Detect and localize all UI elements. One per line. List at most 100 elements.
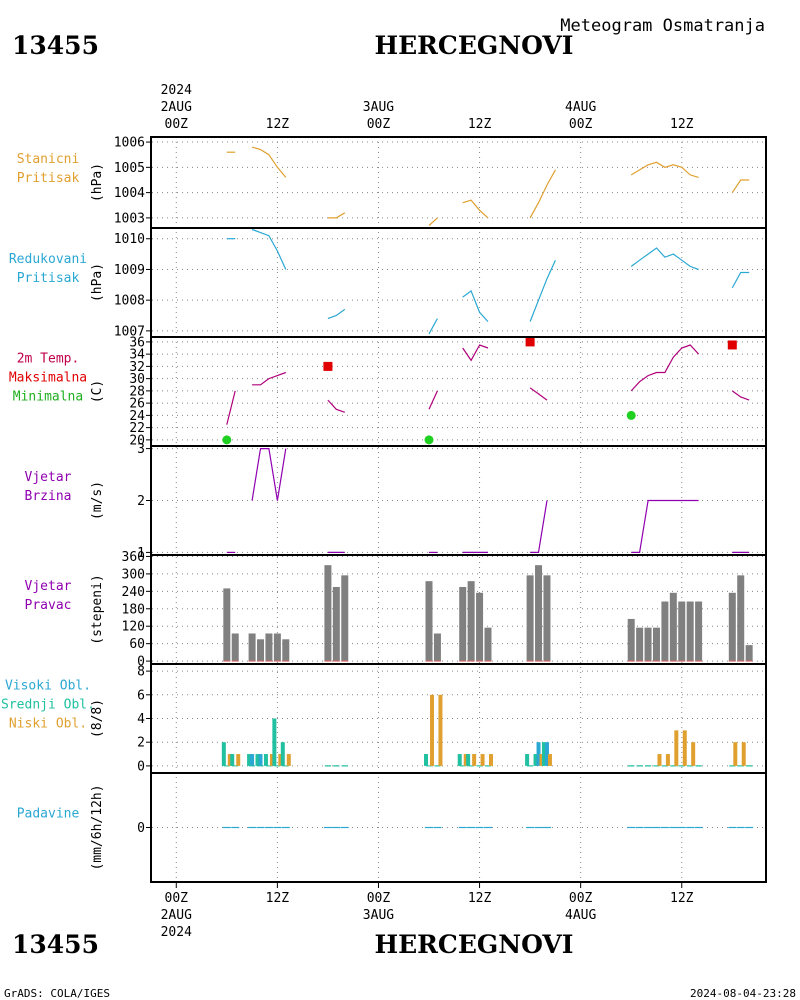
top-date-label: 3AUG [363, 100, 394, 115]
wind-direction-bar [543, 575, 551, 662]
vjetar_pravac-ytick-label: 360 [122, 550, 145, 565]
wind-direction-bar [433, 633, 441, 662]
top-date-label: 4AUG [565, 100, 596, 115]
wind-direction-bar [695, 601, 703, 662]
stanicni-label: Stanicni [17, 152, 80, 167]
cloud-visoki-bar [250, 754, 255, 766]
bottom-hour-label: 00Z [569, 891, 593, 906]
redukovani-series-segment [630, 247, 699, 271]
oblaci-ytick-label: 6 [137, 688, 145, 703]
wind-direction-bar [669, 592, 677, 662]
stanicni-series-segment [630, 161, 699, 178]
temperatura-label: Minimalna [13, 390, 83, 405]
vjetar_pravac-label: Vjetar [25, 579, 72, 594]
cloud-visoki-bar [258, 754, 263, 766]
top-hour-label: 12Z [670, 117, 694, 132]
bottom-hour-label: 12Z [670, 891, 694, 906]
min-temp-marker [424, 435, 434, 445]
vjetar_brzina-series-segment [631, 499, 699, 554]
station-id-top: 13455 [12, 31, 99, 60]
redukovani-series-segment [251, 228, 287, 270]
stanicni-ylabel: (hPa) [90, 163, 105, 202]
vjetar_pravac-ytick-label: 240 [122, 585, 145, 600]
vjetar_brzina-series-segment [251, 448, 287, 501]
wind-direction-bar [324, 565, 332, 662]
wind-direction-bar [231, 633, 239, 662]
redukovani-ytick-label: 1008 [114, 294, 145, 309]
wind-direction-bar [459, 586, 467, 662]
vjetar_pravac-ytick-label: 0 [137, 655, 145, 670]
temperatura-series-segment [226, 390, 236, 425]
stanicni-series-segment [428, 217, 438, 226]
oblaci-label: Niski Obl. [9, 717, 87, 732]
cloud-srednji-bar [533, 754, 538, 766]
stanicni-series-segment [529, 169, 556, 219]
max-temp-marker [323, 361, 333, 371]
cloud-niski-bar [674, 730, 679, 766]
wind-direction-bar [737, 575, 745, 662]
temperatura-ytick-label: 36 [129, 335, 145, 350]
cloud-srednji-bar [247, 754, 252, 766]
redukovani-label: Pritisak [17, 271, 80, 286]
stanicni-series-segment [327, 212, 346, 219]
top-date-label: 2AUG [161, 100, 192, 115]
top-hour-label: 00Z [569, 117, 593, 132]
cloud-niski-bar [665, 754, 670, 766]
redukovani-ytick-label: 1009 [114, 263, 145, 278]
stanicni-series-segment [251, 146, 287, 178]
grid-layer [152, 137, 765, 882]
temperatura-label: 2m Temp. [17, 352, 80, 367]
cloud-srednji-bar [466, 754, 471, 766]
station-name-top: HERCEGNOVI [374, 31, 573, 60]
cloud-srednji-bar [221, 742, 226, 766]
temperatura-series-segment [428, 390, 438, 410]
cloud-srednji-bar [255, 754, 260, 766]
temperatura-ytick-label: 26 [129, 397, 145, 412]
bottom-hour-label: 00Z [165, 891, 189, 906]
temperatura-series-segment [327, 399, 345, 413]
temperatura-ytick-label: 22 [129, 421, 145, 436]
wind-direction-bar [686, 601, 694, 662]
vjetar_pravac-ylabel: (stepeni) [90, 574, 105, 644]
wind-direction-bar [282, 639, 290, 662]
temperatura-ytick-label: 20 [129, 433, 145, 448]
cloud-niski-bar [547, 754, 552, 766]
bottom-date-label: 3AUG [363, 908, 394, 923]
wind-direction-bar [332, 586, 340, 662]
timestamp: 2024-08-04-23:28 [690, 987, 796, 1000]
stanicni-label: Pritisak [17, 171, 80, 186]
oblaci-ytick-label: 4 [137, 712, 145, 727]
temperatura-ytick-label: 28 [129, 384, 145, 399]
cloud-srednji-bar [424, 754, 429, 766]
cloud-niski-bar [286, 754, 291, 766]
oblaci-ytick-label: 2 [137, 736, 145, 751]
oblaci-ytick-label: 0 [137, 759, 145, 774]
redukovani-ytick-label: 1007 [114, 324, 145, 339]
data-layer [221, 146, 754, 829]
wind-direction-bar [265, 633, 273, 662]
station-id-bottom: 13455 [12, 930, 99, 959]
cloud-srednji-bar [272, 718, 277, 766]
credit: GrADS: COLA/IGES [4, 987, 110, 1000]
top-year-label: 2024 [161, 83, 192, 98]
cloud-srednji-bar [280, 742, 285, 766]
wind-direction-bar [661, 601, 669, 662]
wind-direction-bar [535, 565, 543, 662]
min-temp-marker [222, 435, 232, 445]
max-temp-marker [525, 337, 535, 347]
vjetar_brzina-series-segment [530, 500, 548, 554]
cloud-niski-bar [741, 742, 746, 766]
stanicni-ytick-label: 1003 [114, 211, 145, 226]
oblaci-label: Srednji Obl. [1, 698, 95, 713]
wind-direction-bar [223, 588, 231, 662]
cloud-niski-bar [733, 742, 738, 766]
wind-direction-bar [728, 592, 736, 662]
cloud-niski-bar [236, 754, 241, 766]
vjetar_brzina-ytick-label: 2 [137, 494, 145, 509]
temperatura-series-segment [529, 387, 548, 401]
cloud-srednji-bar [541, 742, 546, 766]
wind-direction-bar [425, 581, 433, 662]
temperatura-series-segment [731, 390, 750, 401]
padavine-ytick-label: 0 [137, 821, 145, 836]
